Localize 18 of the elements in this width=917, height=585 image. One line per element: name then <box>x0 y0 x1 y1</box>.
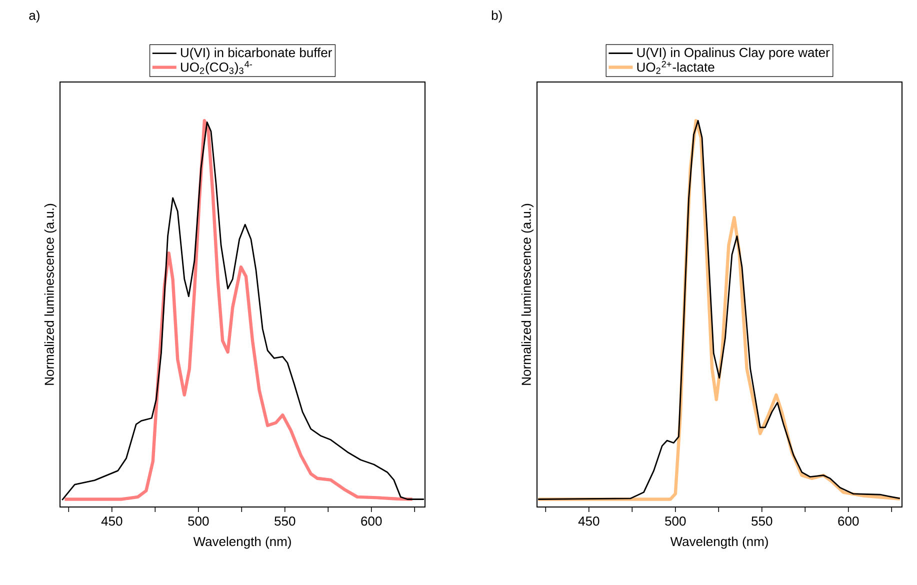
x-tick-label: 600 <box>838 516 859 526</box>
x-tick-label: 450 <box>578 516 600 526</box>
x-axis-title: Wavelength (nm) <box>193 536 291 549</box>
legend-label: UO$_{2}$$^{2+}$-lactate <box>637 60 714 74</box>
x-tick-label: 550 <box>274 516 296 526</box>
legend-label: U(VI) in bicarbonate buffer <box>180 48 332 60</box>
chart-title: a) <box>29 10 40 23</box>
x-tick-label: 550 <box>752 516 772 526</box>
y-axis-title: Normalized luminescence (a.u.) <box>44 204 56 385</box>
x-tick-label: 450 <box>101 516 122 526</box>
x-tick-label: 600 <box>361 516 382 526</box>
y-axis-title: Normalized luminescence (a.u.) <box>521 204 534 385</box>
legend-label: U(VI) in Opalinus Clay pore water <box>637 48 830 60</box>
x-axis-title: Wavelength (nm) <box>670 536 768 549</box>
chart-title: b) <box>492 10 502 23</box>
legend-label: UO$_{2}$(CO$_{3}$)$_{3}$4- <box>180 61 252 74</box>
x-tick-label: 500 <box>665 516 686 526</box>
x-tick-label: 500 <box>188 516 209 526</box>
